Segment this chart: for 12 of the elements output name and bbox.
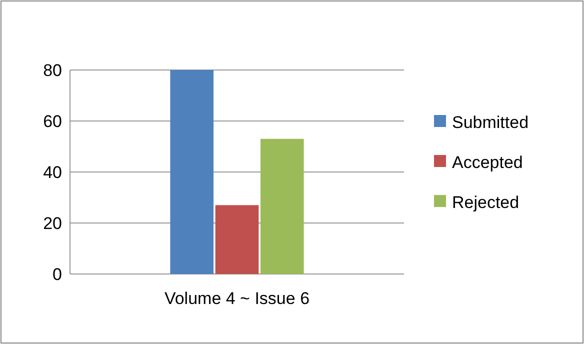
bar [260,138,304,274]
bar [170,70,214,274]
legend-label: Rejected [452,192,520,212]
y-tick-label: 40 [43,162,62,182]
y-tick-label: 0 [52,264,62,284]
x-tick-label: Volume 4 ~ Issue 6 [164,289,310,308]
y-tick-label: 80 [43,60,62,80]
bar [215,205,259,274]
legend-label: Accepted [452,152,523,172]
legend-label: Submitted [452,112,529,132]
y-tick-label: 60 [43,112,62,131]
y-tick-label: 20 [43,214,62,233]
